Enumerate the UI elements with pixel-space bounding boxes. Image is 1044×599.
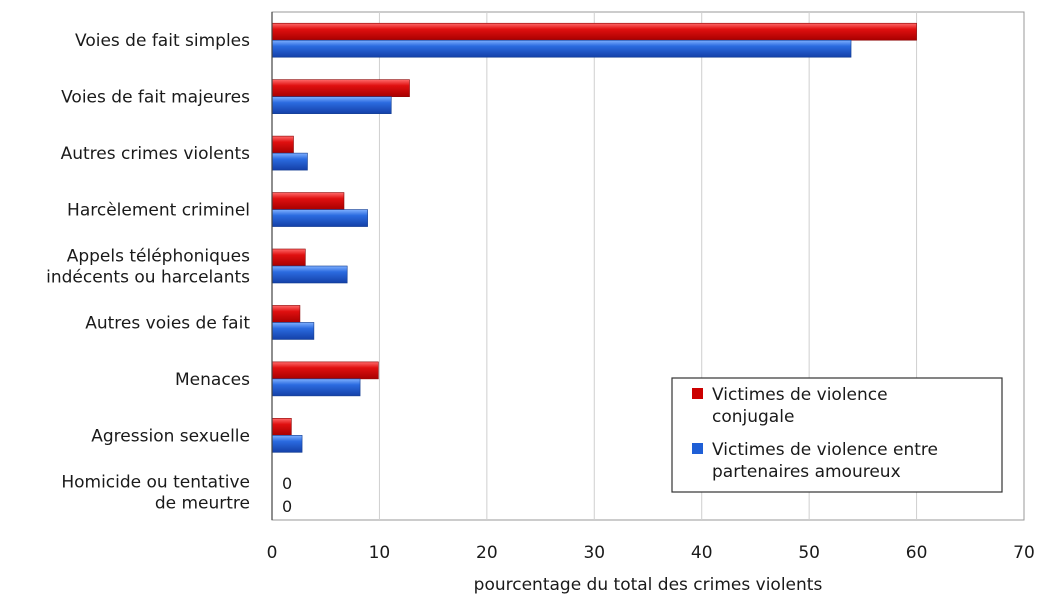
legend-entry: Victimes de violence conjugale — [712, 385, 888, 427]
x-tick-label: 10 — [369, 543, 391, 563]
bar — [271, 152, 308, 171]
bar — [271, 435, 303, 453]
x-tick-label: 30 — [583, 543, 605, 563]
bar — [271, 79, 410, 97]
bars — [271, 22, 917, 453]
bar — [271, 248, 306, 267]
category-labels: Voies de fait simples Voies de fait majeu… — [46, 31, 250, 513]
category-label: Voies de fait simples — [75, 31, 250, 51]
category-label: Agression sexuelle — [91, 426, 250, 446]
x-tick-label: 0 — [267, 543, 278, 563]
x-tick-labels: 0 10 20 30 40 50 60 70 — [267, 543, 1035, 563]
bar — [271, 418, 292, 436]
bar — [271, 135, 294, 154]
category-label: Autres crimes violents — [61, 144, 251, 164]
category-label: Harcèlement criminel — [67, 201, 250, 221]
zero-value-label: 0 — [282, 497, 292, 516]
bar — [271, 209, 368, 227]
legend-swatch — [692, 388, 703, 399]
x-tick-label: 60 — [906, 543, 928, 563]
bar — [271, 378, 361, 397]
bar — [271, 22, 917, 41]
x-tick-label: 20 — [476, 543, 498, 563]
category-label: Autres voies de fait — [85, 313, 250, 333]
bar — [271, 192, 345, 210]
category-label: Homicide ou tentative de meurtre — [61, 472, 250, 513]
category-label: Appels téléphoniques indécents ou harcela… — [46, 247, 250, 288]
bar — [271, 39, 852, 58]
category-label: Menaces — [175, 370, 250, 390]
zero-value-labels: 00 — [282, 474, 292, 516]
legend: Victimes de violence conjugale Victimes de… — [671, 377, 1003, 493]
x-tick-label: 70 — [1013, 543, 1035, 563]
bar — [271, 265, 348, 284]
legend-entry: Victimes de violence entre partenaires am… — [712, 440, 938, 482]
bar — [271, 305, 301, 323]
zero-value-label: 0 — [282, 474, 292, 493]
bar — [271, 96, 392, 114]
legend-box — [671, 377, 1003, 493]
bar — [271, 361, 379, 380]
category-label: Voies de fait majeures — [61, 88, 250, 108]
x-tick-label: 40 — [691, 543, 713, 563]
legend-swatch — [692, 443, 703, 454]
x-axis-title: pourcentage du total des crimes violents — [474, 575, 823, 595]
bar — [271, 322, 315, 340]
x-tick-label: 50 — [798, 543, 820, 563]
